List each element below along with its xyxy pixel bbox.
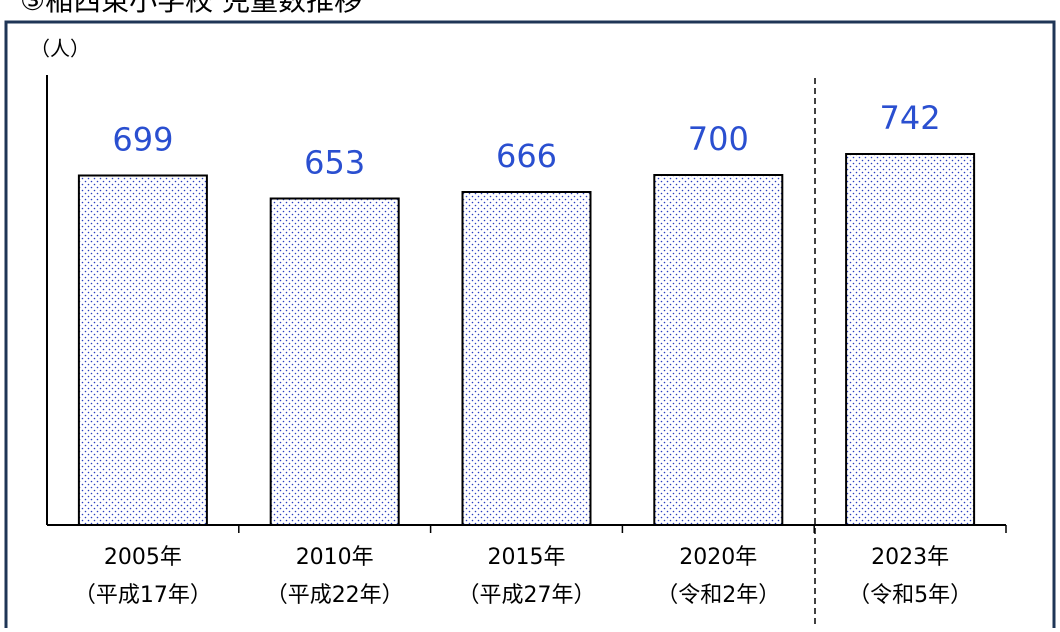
- y-axis-label: （人）: [30, 37, 90, 61]
- x-tick-label: 2005年: [104, 545, 182, 570]
- bar: [461, 191, 592, 526]
- value-label: 666: [496, 137, 557, 175]
- x-tick-label: 2020年: [679, 545, 757, 570]
- x-tick-label: 2010年: [296, 545, 374, 570]
- bar: [269, 197, 400, 526]
- value-label: 742: [880, 99, 941, 137]
- x-tick-label: （令和5年）: [848, 583, 972, 608]
- bar: [77, 174, 208, 526]
- value-label: 699: [112, 121, 173, 159]
- x-tick-label: （平成22年）: [266, 583, 404, 608]
- value-label: 653: [304, 144, 365, 182]
- x-tick-label: （平成17年）: [74, 583, 212, 608]
- x-tick-label: 2015年: [488, 545, 566, 570]
- chart-title: ③稲西東小学校 児童数推移: [20, 0, 362, 17]
- bar: [653, 174, 784, 526]
- x-tick-label: 2023年: [871, 545, 949, 570]
- x-tick-label: （平成27年）: [458, 583, 596, 608]
- bar: [845, 153, 976, 526]
- x-tick-label: （令和2年）: [656, 583, 780, 608]
- frame: [4, 20, 1056, 632]
- value-label: 700: [688, 120, 749, 158]
